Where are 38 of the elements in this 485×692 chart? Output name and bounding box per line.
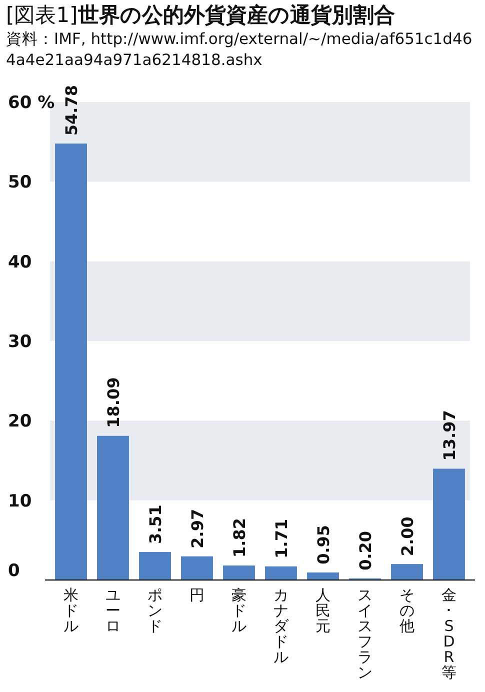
x-tick-label: 米ドル — [64, 586, 78, 635]
y-tick-label: 50 — [8, 172, 32, 193]
bar — [97, 436, 129, 580]
data-label: 18.09 — [104, 377, 123, 428]
data-label: 2.00 — [398, 516, 417, 556]
y-tick-label: 0 — [8, 561, 20, 581]
data-label: 2.97 — [188, 508, 207, 548]
bar — [391, 564, 423, 580]
bar — [139, 552, 171, 580]
x-tick-label: 円 — [190, 586, 204, 604]
x-tick-label: カナダドル — [274, 586, 290, 666]
data-label: 54.78 — [62, 84, 81, 136]
data-label: 1.71 — [272, 518, 291, 558]
x-tick-label: ユーロ — [106, 586, 120, 635]
data-label: 3.51 — [146, 504, 165, 544]
bar — [307, 572, 339, 580]
y-tick-label: 10 — [8, 491, 32, 512]
bar — [55, 144, 87, 580]
x-tick-label: ポンド — [148, 586, 162, 635]
x-tick-label: 豪ドル — [232, 586, 246, 635]
data-label: 0.95 — [314, 524, 333, 564]
data-label: 13.97 — [440, 410, 459, 461]
y-tick-label: 60 % — [8, 93, 55, 113]
bar — [223, 566, 255, 580]
y-tick-label: 30 — [8, 332, 32, 352]
text: 資料：IMF, http://www.imf.org/external/~/media/af651c1d464a4e21aa94a971a6214818.ashx — [6, 29, 474, 71]
x-tick-label: スイスフラン — [358, 586, 372, 682]
x-tick-label: 金･SDR等 — [442, 586, 456, 682]
data-label: 1.82 — [230, 518, 249, 558]
bar — [181, 556, 213, 580]
data-label: 0.20 — [356, 530, 375, 570]
x-tick-label: 人民元 — [316, 586, 330, 635]
bar — [433, 468, 465, 580]
x-tick-label: その他 — [400, 586, 414, 635]
chart-title: [図表1]世界の公的外貨資産の通貨別割合 — [6, 3, 395, 27]
bar — [265, 566, 297, 580]
y-tick-label: 20 — [8, 412, 32, 432]
y-tick-label: 40 — [8, 252, 32, 272]
